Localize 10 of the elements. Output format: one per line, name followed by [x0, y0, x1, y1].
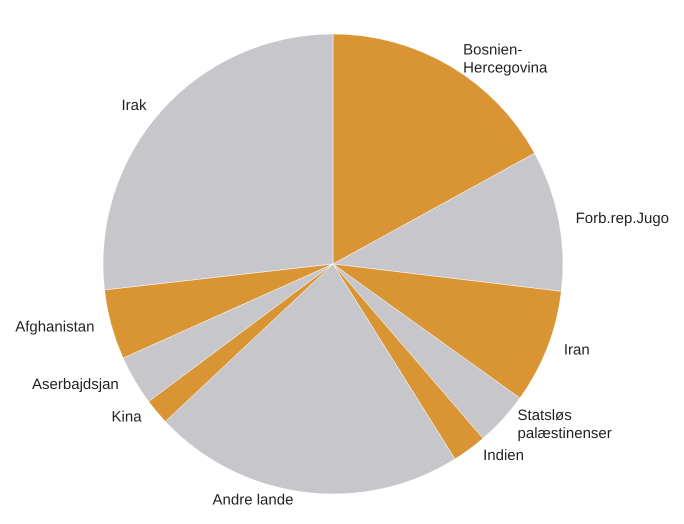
slice-label: Indien [483, 447, 524, 464]
slice-label: Aserbajdsjan [32, 376, 119, 394]
slice-label: Irak [121, 96, 147, 114]
slice-label: Afghanistan [15, 318, 94, 336]
slice-label: Andre lande [212, 492, 294, 509]
slice-label: Bosnien- Hercegovina [463, 42, 548, 77]
slice-label: Iran [564, 342, 590, 359]
slice-label: Forb.rep.Jugo [576, 210, 670, 228]
slice-label: Kina [112, 408, 142, 426]
slice-label: Statsløs palæstinenser [518, 407, 612, 442]
